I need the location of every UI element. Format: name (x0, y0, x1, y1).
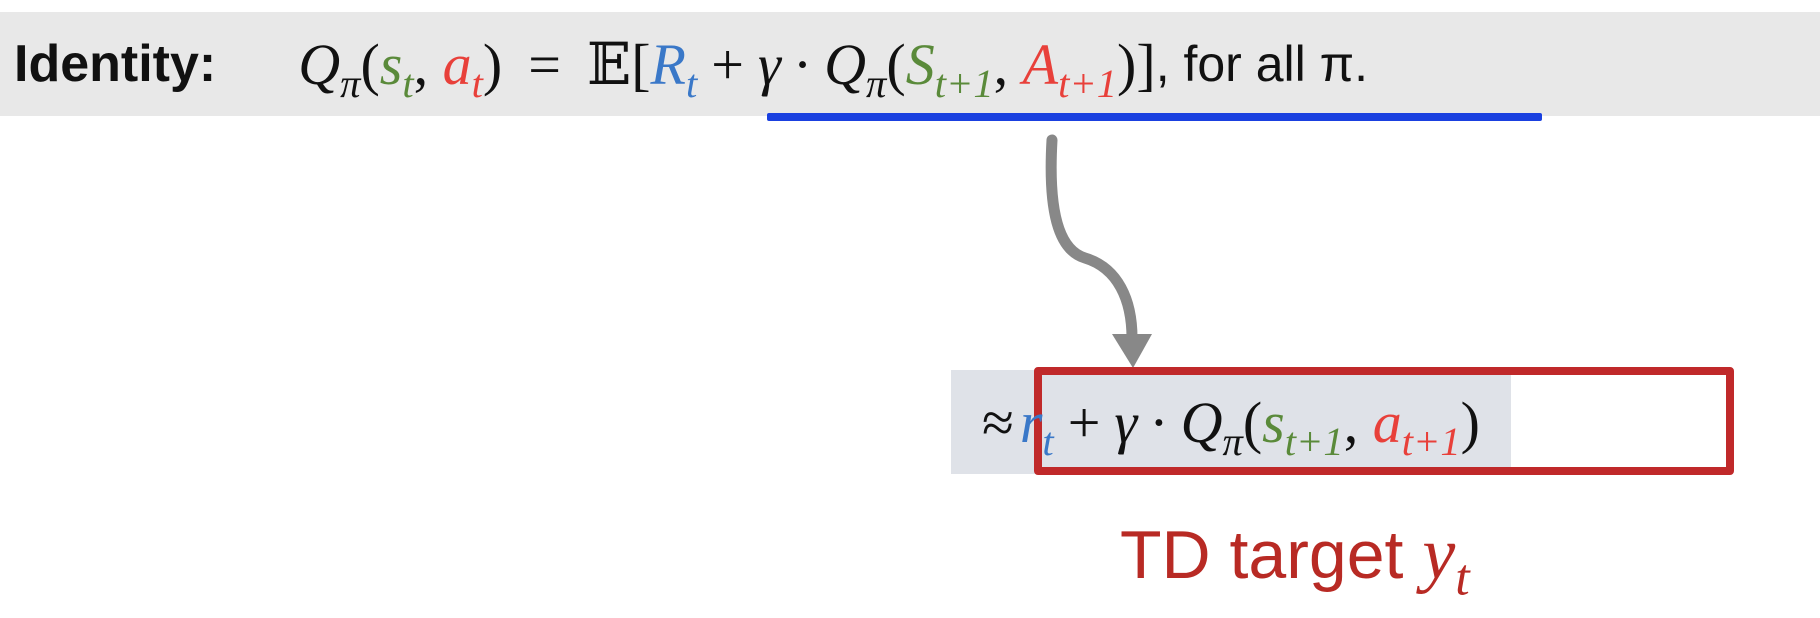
identity-band (0, 12, 1820, 116)
td-target-caption: TD target yt (1120, 512, 1470, 607)
for-all-pi-text: , for all π. (1155, 36, 1369, 92)
plus-sign: + (711, 31, 744, 97)
state-S-next: St+1 (905, 31, 994, 106)
approx-sign: ≈ (982, 389, 1014, 455)
state-s-next: st+1 (1262, 389, 1344, 464)
equals-sign: = (528, 31, 561, 97)
q-symbol: Qπ (298, 31, 361, 106)
q-symbol-next: Qπ (824, 31, 887, 106)
dot-operator: · (792, 31, 813, 97)
approximation-band (951, 370, 1511, 474)
td-target-box (1034, 367, 1734, 475)
approx-gamma-symbol: γ (1114, 389, 1138, 455)
reward-r: rt (1019, 389, 1054, 464)
action-a: at (442, 31, 483, 106)
identity-equation: Identity: Qπ ( st , at ) = 𝔼 [ Rt + γ · … (14, 30, 1369, 106)
identity-label: Identity: (14, 35, 217, 93)
action-A-next: At+1 (1022, 31, 1118, 106)
approx-dot-operator: · (1149, 389, 1169, 455)
expectation-underline (767, 113, 1542, 121)
state-s: st (379, 31, 414, 106)
approx-plus-sign: + (1067, 389, 1101, 455)
reward-R: Rt (650, 31, 698, 106)
approximation-equation: ≈ rt + γ · Qπ ( st+1 , at+1 ) (982, 389, 1480, 464)
approx-q-symbol: Qπ (1180, 389, 1243, 464)
expectation-symbol: 𝔼 (586, 30, 632, 98)
action-a-next: at+1 (1372, 389, 1461, 464)
td-target-text: TD target (1120, 517, 1423, 593)
gamma-symbol: γ (757, 31, 781, 97)
arrow-curve (1045, 134, 1138, 344)
td-target-y: yt (1422, 513, 1470, 607)
arrow-head (1112, 334, 1152, 368)
